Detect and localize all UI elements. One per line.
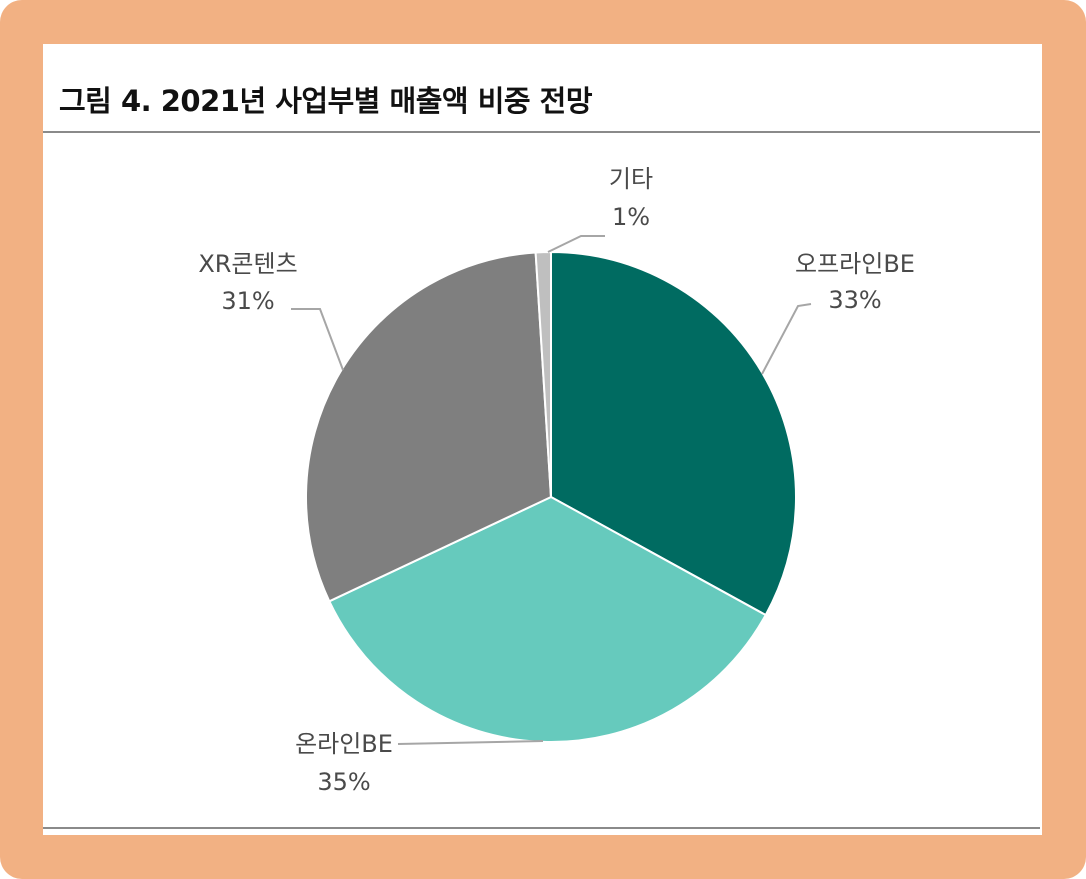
leader-lines <box>291 235 812 745</box>
slice-value-offline-be: 33% <box>828 286 881 314</box>
slice-label-xr-contents: XR콘텐츠 <box>198 250 297 278</box>
slice-labels: 오프라인BE 33% 온라인BE 35% XR콘텐츠 31% 기타 1% <box>198 165 915 796</box>
figure-title: 그림 4. 2021년 사업부별 매출액 비중 전망 <box>59 84 593 118</box>
slice-value-xr-contents: 31% <box>221 287 274 315</box>
leader-line-offline-be <box>761 303 812 375</box>
pie-slice-xr-contents <box>305 251 553 603</box>
pie-chart: 오프라인BE 33% 온라인BE 35% XR콘텐츠 31% 기타 1% <box>198 165 915 796</box>
bottom-divider <box>43 827 1040 829</box>
slice-label-offline-be: 오프라인BE <box>795 250 915 278</box>
slice-value-online-be: 35% <box>317 768 370 796</box>
leader-line-xr-contents <box>291 308 344 371</box>
leader-line-online-be <box>397 740 544 745</box>
pie-slices <box>305 250 797 743</box>
figure-panel: 그림 4. 2021년 사업부별 매출액 비중 전망 오프라인BE 33% 온라인B… <box>43 44 1042 835</box>
slice-label-other: 기타 <box>609 165 653 193</box>
slice-label-online-be: 온라인BE <box>295 730 393 758</box>
slice-value-other: 1% <box>612 203 650 231</box>
pie-slice-online-be <box>327 495 768 743</box>
leader-line-other <box>547 235 605 253</box>
title-divider <box>43 131 1040 133</box>
pie-slice-other <box>534 250 552 498</box>
